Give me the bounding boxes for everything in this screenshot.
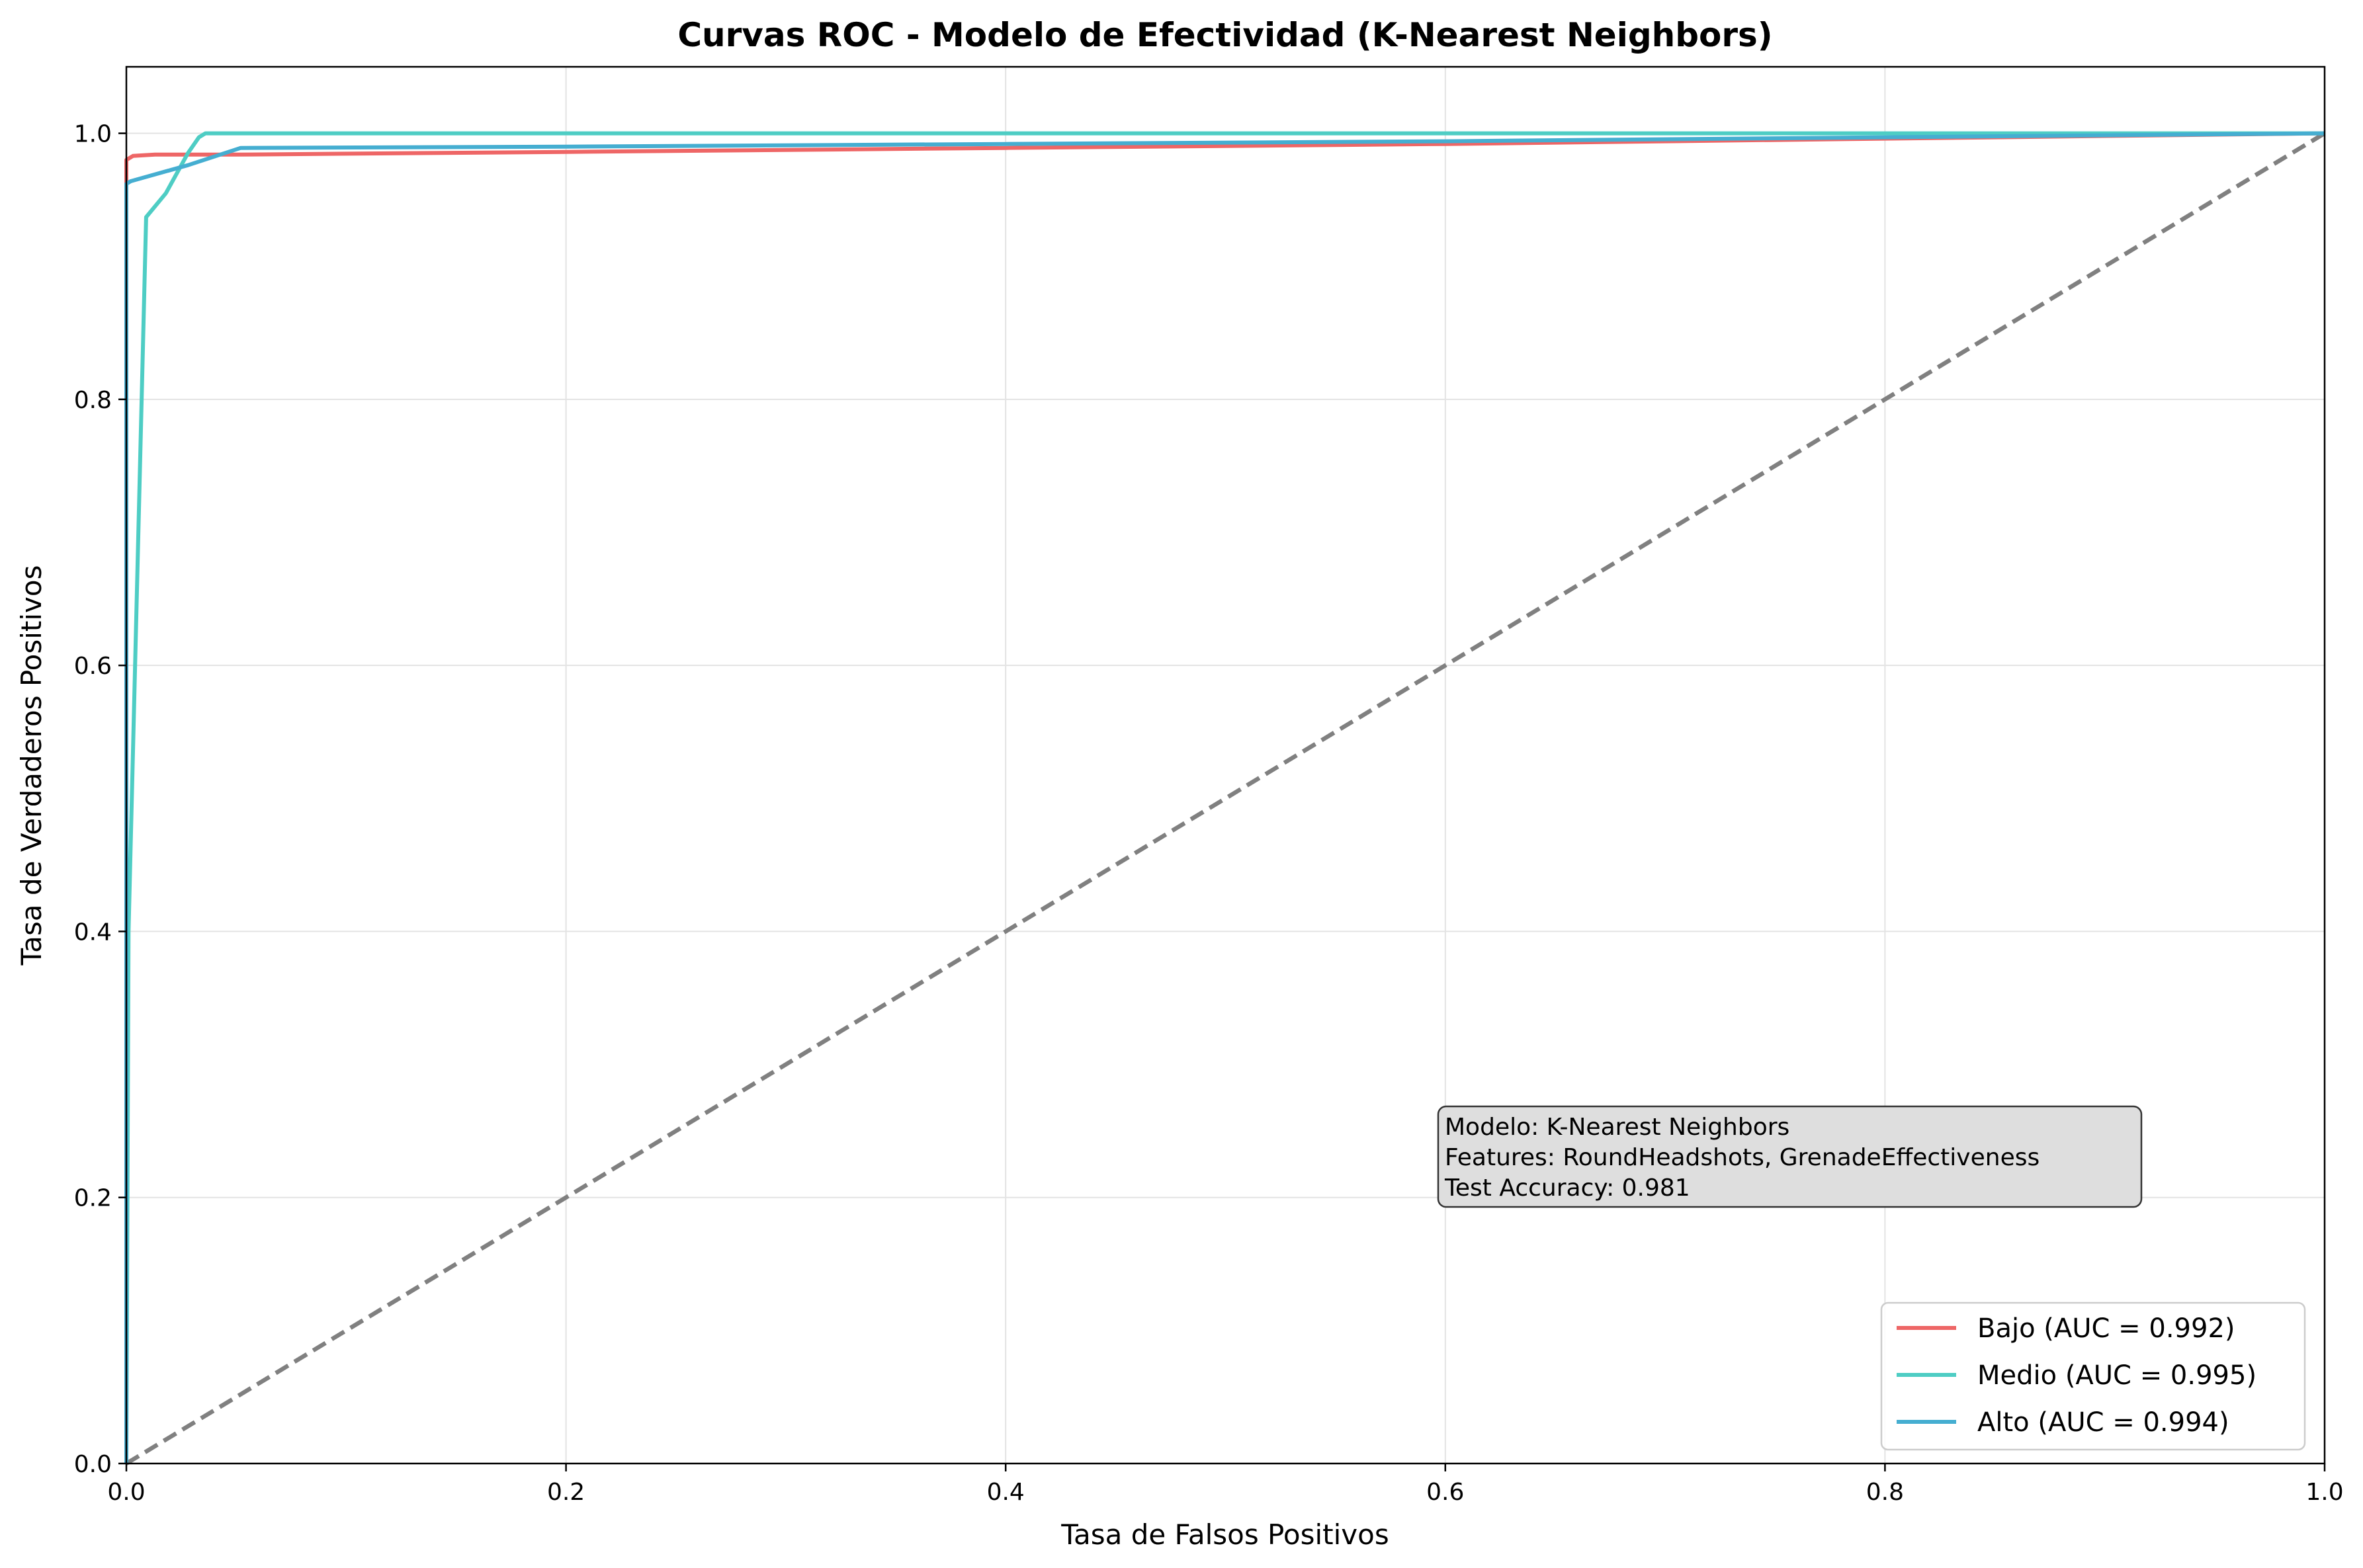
legend-label-medio: Medio (AUC = 0.995)	[1977, 1360, 2256, 1391]
y-tick-label: 0.2	[74, 1185, 112, 1212]
reference-diagonal-line	[125, 131, 2326, 1465]
x-tick-label: 0.4	[987, 1479, 1025, 1506]
annotation-line: Features: RoundHeadshots, GrenadeEffecti…	[1445, 1144, 2040, 1171]
plot-area	[124, 131, 2326, 1465]
x-tick-label: 0.8	[1866, 1479, 1904, 1506]
y-tick-label: 1.0	[74, 121, 112, 148]
roc-curve-medio	[124, 131, 2325, 1464]
x-tick-label: 1.0	[2305, 1479, 2343, 1506]
roc-curve-alto	[124, 131, 2325, 1464]
y-tick-label: 0.6	[74, 653, 112, 680]
roc-curve-bajo	[124, 131, 2325, 1464]
legend: Bajo (AUC = 0.992) Medio (AUC = 0.995) A…	[1880, 1301, 2306, 1451]
annotation-line: Test Accuracy: 0.981	[1444, 1175, 1690, 1202]
x-axis-label: Tasa de Falsos Positivos	[1060, 1518, 1389, 1551]
legend-frame	[1880, 1301, 2306, 1451]
y-tick-label: 0.8	[74, 387, 112, 414]
x-tick-label: 0.6	[1426, 1479, 1464, 1506]
y-tick-label: 0.4	[74, 919, 112, 946]
legend-label-bajo: Bajo (AUC = 0.992)	[1977, 1313, 2235, 1344]
x-tick-label: 0.0	[107, 1479, 145, 1506]
x-tick-label: 0.2	[547, 1479, 585, 1506]
y-axis-label: Tasa de Verdaderos Positivos	[15, 565, 48, 966]
y-tick-label: 0.0	[74, 1451, 112, 1478]
legend-label-alto: Alto (AUC = 0.994)	[1977, 1407, 2229, 1438]
annotation-box: Modelo: K-Nearest Neighbors Features: Ro…	[1437, 1105, 2143, 1208]
chart-title: Curvas ROC - Modelo de Efectividad (K-Ne…	[677, 16, 1772, 54]
annotation-line: Modelo: K-Nearest Neighbors	[1445, 1114, 1789, 1141]
grid	[126, 67, 2325, 1464]
axes-frame	[125, 65, 2326, 1465]
annotation-background	[1437, 1105, 2143, 1208]
ticks: 0.0 0.2 0.4 0.6 0.8 1.0 0.0 0.2 0.4 0.6 0.8 1.0	[74, 121, 2344, 1506]
